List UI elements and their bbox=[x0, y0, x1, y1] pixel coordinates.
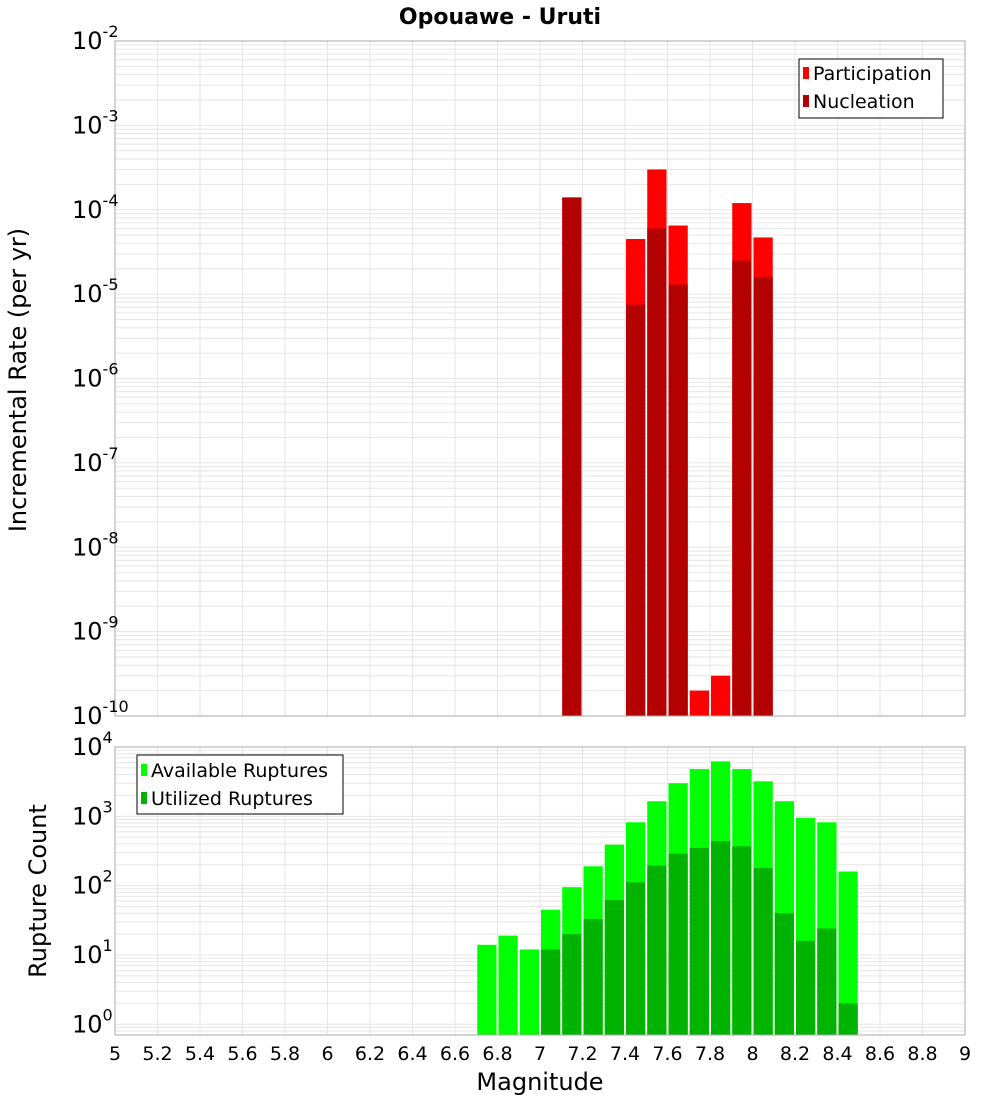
rate-plot-y-label: Incremental Rate (per yr) bbox=[4, 228, 32, 532]
count-plot-legend: Available Ruptures Utilized Ruptures bbox=[136, 754, 344, 815]
x-axis-label: Magnitude bbox=[476, 1068, 603, 1096]
x-tick-label: 8.8 bbox=[907, 1043, 937, 1065]
count-plot-y-ticks: 104 103 102 101 100 bbox=[72, 728, 113, 1038]
bar-utilized-ruptures bbox=[689, 847, 709, 1035]
legend-swatch-participation bbox=[803, 67, 809, 79]
legend-swatch-available bbox=[141, 764, 147, 776]
rate-plot-bars bbox=[562, 169, 773, 717]
legend-label-utilized: Utilized Ruptures bbox=[151, 788, 313, 810]
y-tick-label: 103 bbox=[72, 797, 113, 830]
x-tick-label: 8.4 bbox=[822, 1043, 852, 1065]
y-tick-label: 104 bbox=[72, 728, 113, 761]
bar-nucleation bbox=[562, 197, 582, 717]
bar-available-ruptures bbox=[838, 871, 858, 1035]
bar-available-ruptures bbox=[519, 949, 539, 1035]
legend-label-participation: Participation bbox=[813, 63, 932, 85]
x-tick-label: 7.4 bbox=[610, 1043, 640, 1065]
legend-label-nucleation: Nucleation bbox=[813, 91, 915, 113]
bar-nucleation bbox=[668, 284, 688, 716]
bar-participation bbox=[711, 675, 731, 716]
x-tick-label: 7.6 bbox=[652, 1043, 682, 1065]
x-tick-label: 7.8 bbox=[695, 1043, 725, 1065]
legend-swatch-utilized bbox=[141, 792, 147, 804]
y-tick-label: 10-2 bbox=[72, 22, 119, 55]
x-tick-label: 5.6 bbox=[227, 1043, 257, 1065]
y-tick-label: 100 bbox=[72, 1005, 113, 1038]
y-tick-label: 101 bbox=[72, 936, 113, 969]
count-plot-y-label: Rupture Count bbox=[24, 804, 52, 978]
x-tick-label: 5.4 bbox=[185, 1043, 215, 1065]
y-tick-label: 10-7 bbox=[72, 444, 119, 477]
y-tick-label: 10-10 bbox=[72, 697, 129, 730]
bar-participation bbox=[689, 690, 709, 716]
bar-nucleation bbox=[732, 260, 752, 716]
bar-available-ruptures bbox=[498, 935, 518, 1035]
y-tick-label: 102 bbox=[72, 867, 113, 900]
x-tick-label: 6.8 bbox=[482, 1043, 512, 1065]
x-tick-label: 9 bbox=[959, 1043, 971, 1065]
legend-box bbox=[798, 58, 944, 119]
bar-nucleation bbox=[626, 304, 646, 716]
count-plot-frame bbox=[114, 746, 966, 1036]
y-tick-label: 10-6 bbox=[72, 360, 119, 393]
x-tick-label: 8.6 bbox=[865, 1043, 895, 1065]
legend-label-available: Available Ruptures bbox=[151, 760, 328, 782]
bar-nucleation bbox=[753, 276, 773, 716]
rate-plot: 10-2 10-3 10-4 10-5 10-6 10-7 10-8 10-9 10-10 In… bbox=[4, 22, 966, 730]
count-plot: 104 103 102 101 100 Rupture Count Available … bbox=[24, 728, 971, 1096]
y-tick-label: 10-4 bbox=[72, 191, 119, 224]
x-tick-label: 6.6 bbox=[440, 1043, 470, 1065]
legend-swatch-nucleation bbox=[803, 95, 809, 107]
chart-title: Opouawe - Uruti bbox=[399, 5, 601, 30]
x-tick-label: 7.2 bbox=[567, 1043, 597, 1065]
bar-utilized-ruptures bbox=[774, 913, 794, 1035]
x-tick-label: 7 bbox=[534, 1043, 546, 1065]
x-tick-label: 6.2 bbox=[355, 1043, 385, 1065]
bar-utilized-ruptures bbox=[647, 865, 667, 1035]
rate-plot-frame bbox=[114, 40, 966, 717]
bar-utilized-ruptures bbox=[668, 853, 688, 1035]
rate-plot-y-ticks: 10-2 10-3 10-4 10-5 10-6 10-7 10-8 10-9 10-10 bbox=[72, 22, 129, 730]
bar-utilized-ruptures bbox=[541, 949, 561, 1035]
y-tick-label: 10-9 bbox=[72, 613, 119, 646]
bar-utilized-ruptures bbox=[796, 940, 816, 1035]
bar-utilized-ruptures bbox=[562, 934, 582, 1035]
x-tick-label: 8.2 bbox=[780, 1043, 810, 1065]
x-axis-ticks: 5 5.2 5.4 5.6 5.8 6 6.2 6.4 6.6 6.8 7 7.2 7.4 7.6 7.8 8… bbox=[109, 1043, 971, 1065]
bar-utilized-ruptures bbox=[838, 1003, 858, 1035]
x-tick-label: 6 bbox=[321, 1043, 333, 1065]
count-plot-bars bbox=[477, 761, 858, 1035]
x-tick-label: 6.4 bbox=[397, 1043, 427, 1065]
y-tick-label: 10-3 bbox=[72, 106, 119, 139]
y-tick-label: 10-5 bbox=[72, 275, 119, 308]
bar-utilized-ruptures bbox=[753, 867, 773, 1035]
x-tick-label: 8 bbox=[746, 1043, 758, 1065]
bar-utilized-ruptures bbox=[626, 882, 646, 1035]
bar-utilized-ruptures bbox=[711, 841, 731, 1035]
bar-utilized-ruptures bbox=[583, 919, 603, 1035]
legend-box bbox=[136, 754, 344, 815]
x-tick-label: 5 bbox=[109, 1043, 121, 1065]
bar-available-ruptures bbox=[477, 944, 497, 1035]
rate-plot-grid bbox=[114, 40, 966, 717]
y-tick-label: 10-8 bbox=[72, 528, 119, 561]
bar-utilized-ruptures bbox=[817, 928, 837, 1035]
x-tick-label: 5.8 bbox=[270, 1043, 300, 1065]
bar-nucleation bbox=[647, 228, 667, 716]
bar-utilized-ruptures bbox=[732, 846, 752, 1035]
bar-utilized-ruptures bbox=[604, 900, 624, 1035]
rate-plot-legend: Participation Nucleation bbox=[798, 58, 944, 119]
x-tick-label: 5.2 bbox=[142, 1043, 172, 1065]
